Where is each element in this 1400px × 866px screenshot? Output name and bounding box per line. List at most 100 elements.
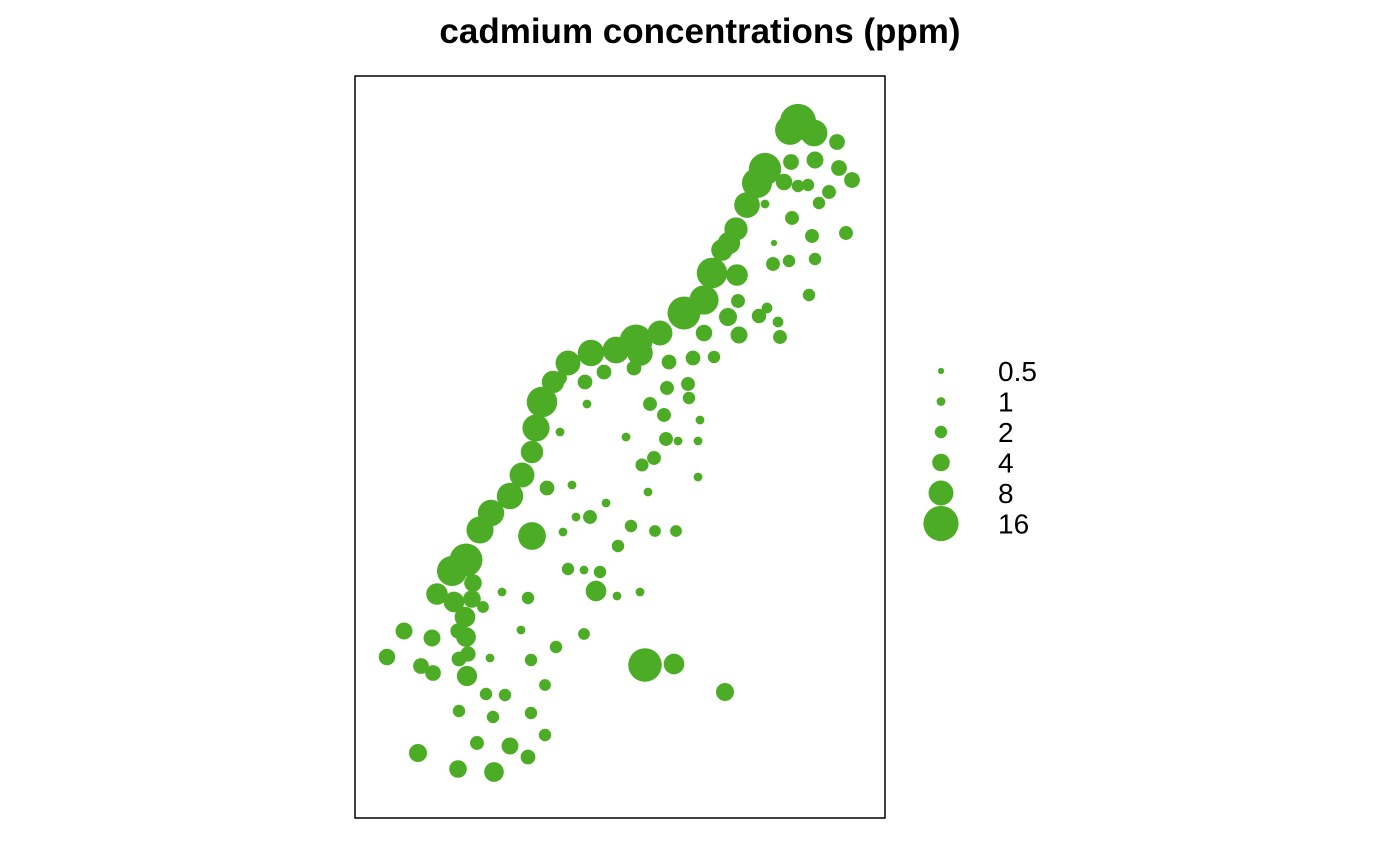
data-point [558,527,568,537]
data-point [477,601,489,613]
plot-frame [354,75,886,819]
data-point [760,199,770,209]
data-point [770,239,778,247]
data-point [626,360,642,376]
data-point [741,167,773,199]
data-point [464,574,482,592]
data-point [479,687,493,701]
data-point [541,370,565,394]
data-point [611,539,625,553]
data-point [801,178,815,192]
legend-label: 16 [998,509,1029,540]
data-point [456,665,478,687]
data-point [791,179,805,193]
data-point [567,480,577,490]
data-point [693,436,703,446]
data-point [423,629,441,647]
data-point [812,196,826,210]
legend-label: 4 [998,448,1014,479]
data-point [761,302,773,314]
data-point [524,706,538,720]
data-point [497,587,507,597]
data-point [555,427,565,437]
data-point [711,239,733,261]
data-point [663,653,685,675]
legend-label: 2 [998,417,1014,448]
data-point [627,340,653,366]
data-point [621,432,631,442]
data-point [647,451,661,465]
data-point [456,627,476,647]
legend-symbol [923,505,959,542]
data-point [378,648,396,666]
legend-symbol [932,453,950,472]
data-point [695,324,713,342]
data-point [443,591,465,613]
data-point [509,462,535,488]
data-point [624,519,638,533]
data-point [782,254,796,268]
data-point [800,119,828,147]
data-point [426,583,448,605]
data-point [521,591,535,605]
data-point [667,296,701,330]
data-point [831,160,847,176]
data-point [685,350,701,366]
data-point [822,185,836,199]
data-point [785,211,799,225]
data-point [839,226,853,240]
data-point [726,264,748,286]
legend-symbol [928,480,954,506]
legend-symbol [934,425,948,439]
data-point [436,555,468,587]
data-point [601,498,611,508]
data-point [577,374,593,390]
data-point [539,679,551,691]
data-point [408,743,428,763]
data-point [783,154,799,170]
data-point [806,151,824,169]
data-point [454,606,476,628]
data-point [772,316,784,328]
data-point [451,651,467,667]
data-point [670,525,682,537]
data-point [775,115,805,145]
data-point [696,257,728,289]
data-point [808,252,822,266]
data-point [647,320,673,346]
legend-symbol [936,397,946,406]
data-point [660,381,674,395]
data-point [555,350,581,376]
data-point [734,192,760,218]
data-point [751,308,767,324]
legend-label: 0.5 [998,356,1037,387]
data-point [449,760,467,778]
data-point [612,591,622,601]
data-point [484,762,504,782]
data-point [579,565,589,575]
data-point [413,658,429,674]
data-point [635,458,649,472]
data-point [643,487,653,497]
data-point [583,510,597,524]
data-point [571,512,581,522]
data-point [596,364,612,380]
data-point [561,562,575,576]
data-point [707,350,721,364]
data-point [577,339,605,367]
data-point [470,736,484,750]
data-point [496,482,524,510]
data-point [766,257,780,271]
data-point [585,580,607,602]
data-point [524,653,538,667]
data-point [628,648,662,682]
data-point [520,749,536,765]
data-point [805,229,819,243]
data-point [486,710,500,724]
data-point [775,173,793,191]
data-point [829,134,845,150]
data-point [643,397,657,411]
data-point [602,336,630,364]
chart-title: cadmium concentrations (ppm) [439,12,961,51]
